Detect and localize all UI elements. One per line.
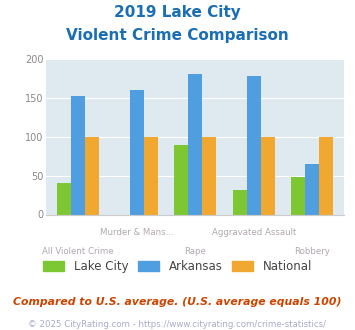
Bar [174, 145, 188, 214]
Text: Compared to U.S. average. (U.S. average equals 100): Compared to U.S. average. (U.S. average … [13, 297, 342, 307]
Bar [305, 164, 319, 214]
Bar [71, 96, 85, 214]
Text: Rape: Rape [184, 248, 206, 256]
Bar [57, 183, 71, 214]
Text: All Violent Crime: All Violent Crime [43, 248, 114, 256]
Bar [130, 90, 144, 214]
Bar [233, 190, 247, 215]
Bar [261, 137, 275, 214]
Bar [188, 74, 202, 215]
Bar [247, 76, 261, 214]
Bar [144, 137, 158, 214]
Text: © 2025 CityRating.com - https://www.cityrating.com/crime-statistics/: © 2025 CityRating.com - https://www.city… [28, 320, 327, 329]
Bar [85, 137, 99, 214]
Legend: Lake City, Arkansas, National: Lake City, Arkansas, National [43, 260, 312, 273]
Bar [202, 137, 216, 214]
Text: Violent Crime Comparison: Violent Crime Comparison [66, 28, 289, 43]
Bar [291, 177, 305, 214]
Text: Robbery: Robbery [294, 248, 330, 256]
Bar [319, 137, 333, 214]
Text: Aggravated Assault: Aggravated Assault [212, 228, 296, 237]
Text: 2019 Lake City: 2019 Lake City [114, 5, 241, 20]
Text: Murder & Mans...: Murder & Mans... [100, 228, 174, 237]
